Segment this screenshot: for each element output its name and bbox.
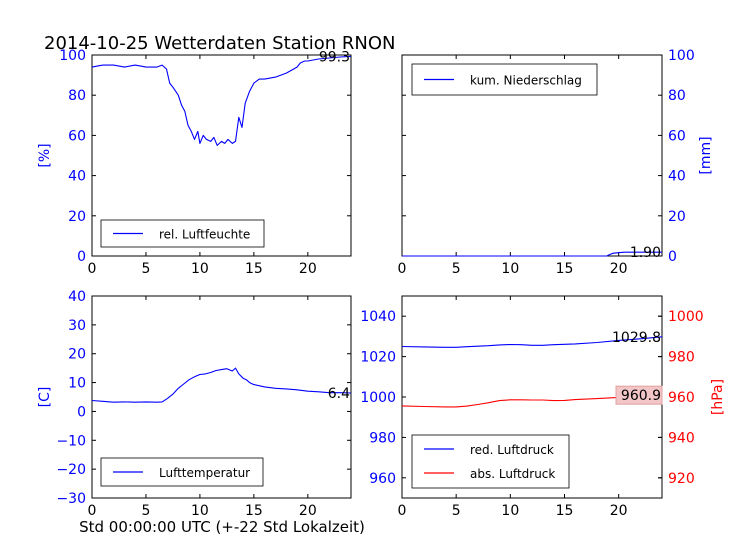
y-tick-label: 30 bbox=[68, 318, 86, 334]
x-tick-label: 0 bbox=[398, 503, 407, 519]
x-tick-label: 0 bbox=[88, 503, 97, 519]
x-tick-label: 5 bbox=[452, 261, 461, 277]
y-tick-label: 80 bbox=[68, 88, 86, 104]
y-tick-label: 1020 bbox=[360, 350, 396, 366]
x-tick-label: 10 bbox=[501, 261, 519, 277]
legend-frame bbox=[411, 434, 570, 489]
annotation-label: 1029.8 bbox=[612, 330, 661, 346]
x-tick-label: 20 bbox=[299, 261, 317, 277]
figure-title: 2014-10-25 Wetterdaten Station RNON bbox=[44, 33, 395, 54]
legend: rel. Luftfeuchte bbox=[100, 219, 265, 248]
x-tick-label: 15 bbox=[245, 503, 263, 519]
chart-panel-temperature: 0 5 10 15 20 −30 −20 −10 0 10 20 30 40 [C] 6.4 Lufttemp… bbox=[37, 289, 352, 519]
x-tick-label: 10 bbox=[501, 503, 519, 519]
legend-label: kum. Niederschlag bbox=[470, 74, 582, 88]
series-line-2 bbox=[401, 394, 663, 408]
annotation-label: 960.9 bbox=[621, 388, 661, 404]
x-tick-label: 5 bbox=[141, 261, 150, 277]
y-tick-label: 60 bbox=[68, 128, 86, 144]
x-tick-label: 10 bbox=[191, 261, 209, 277]
x-tick-label: 20 bbox=[299, 503, 317, 519]
y-tick-label: 40 bbox=[68, 169, 86, 185]
y-tick-label: 100 bbox=[59, 48, 86, 64]
y-tick-label: 1000 bbox=[360, 390, 396, 406]
legend-label: red. Luftdruck bbox=[470, 443, 554, 457]
footer-xlabel: Std 00:00:00 UTC (+-22 Std Lokalzeit) bbox=[79, 518, 365, 536]
legend-label: Lufttemperatur bbox=[159, 466, 250, 480]
series-line-1 bbox=[401, 336, 663, 348]
legend-label: rel. Luftfeuchte bbox=[159, 228, 250, 242]
y-tick-label: 60 bbox=[668, 128, 686, 144]
legend: kum. Niederschlag bbox=[411, 63, 598, 96]
series-line-1 bbox=[402, 251, 662, 257]
y-tick-label: 20 bbox=[68, 347, 86, 363]
x-tick-label: 0 bbox=[88, 261, 97, 277]
y-tick-label: 10 bbox=[68, 376, 86, 392]
annotation-label: 99.3 bbox=[319, 49, 350, 65]
y2-tick-label: 960 bbox=[668, 390, 695, 406]
y2-tick-label: 1000 bbox=[668, 309, 704, 325]
x-tick-label: 20 bbox=[610, 261, 628, 277]
y-tick-label: 960 bbox=[369, 471, 396, 487]
y-tick-label: 20 bbox=[68, 209, 86, 225]
y-axis-label: [%] bbox=[37, 143, 53, 167]
y-tick-label: 100 bbox=[668, 48, 695, 64]
y2-axis-label: [hPa] bbox=[710, 379, 726, 415]
y-tick-label: 40 bbox=[68, 289, 86, 305]
x-tick-label: 15 bbox=[245, 261, 263, 277]
x-tick-label: 15 bbox=[556, 503, 574, 519]
legend: Lufttemperatur bbox=[100, 457, 264, 487]
x-tick-label: 15 bbox=[556, 261, 574, 277]
y-tick-label: 0 bbox=[77, 404, 86, 420]
x-tick-label: 5 bbox=[452, 503, 461, 519]
x-tick-label: 0 bbox=[398, 261, 407, 277]
y-tick-label: 0 bbox=[668, 249, 677, 265]
annotation-label: 6.4 bbox=[328, 386, 350, 402]
y-tick-label: 980 bbox=[369, 430, 396, 446]
chart-panel-pressure: 0 5 10 15 20 960 980 1000 1020 1040 920 940 960 980 10… bbox=[360, 295, 726, 519]
y-tick-label: 0 bbox=[77, 249, 86, 265]
y-tick-label: 1040 bbox=[360, 309, 396, 325]
y-tick-label: 40 bbox=[668, 169, 686, 185]
y2-tick-label: 980 bbox=[668, 350, 695, 366]
annotation-box bbox=[615, 385, 663, 405]
chart-panel-precipitation: 0 5 10 15 20 0 20 40 60 80 100 [mm] 1.90 kum. Nieders… bbox=[398, 48, 714, 277]
chart-panel-humidity: 0 5 10 15 20 0 20 40 60 80 100 [%] 99.3 rel. Luftfeuc… bbox=[37, 48, 352, 277]
plot-frame bbox=[91, 54, 352, 257]
plot-frame bbox=[91, 295, 352, 499]
y-tick-label: 20 bbox=[668, 209, 686, 225]
y-tick-label: −10 bbox=[56, 433, 86, 449]
y2-tick-label: 940 bbox=[668, 430, 695, 446]
annotation-label: 1.90 bbox=[630, 245, 661, 261]
x-tick-label: 5 bbox=[141, 503, 150, 519]
series-line-1 bbox=[91, 367, 352, 403]
x-tick-label: 20 bbox=[610, 503, 628, 519]
y-tick-label: −20 bbox=[56, 462, 86, 478]
y-axis-label: [C] bbox=[37, 387, 53, 408]
y-tick-label: −30 bbox=[56, 491, 86, 507]
series-line-1 bbox=[91, 55, 352, 146]
y-axis-label: [mm] bbox=[698, 136, 714, 174]
legend-label: abs. Luftdruck bbox=[470, 467, 555, 481]
y-tick-label: 80 bbox=[668, 88, 686, 104]
y2-tick-label: 920 bbox=[668, 471, 695, 487]
legend: red. Luftdruck abs. Luftdruck bbox=[411, 434, 570, 489]
x-tick-label: 10 bbox=[191, 503, 209, 519]
